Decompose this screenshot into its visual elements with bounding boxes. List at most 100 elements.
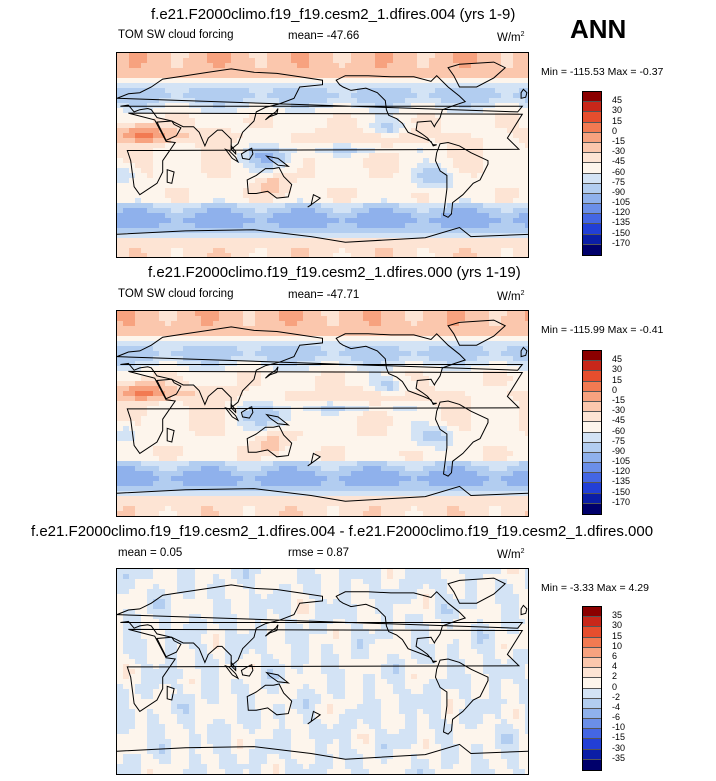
colorbar-swatch: [583, 122, 601, 133]
colorbar-swatch: [583, 234, 601, 245]
coastline: [117, 485, 528, 502]
coastline: [240, 405, 254, 419]
coastline: [117, 226, 528, 243]
colorbar-swatch: [583, 204, 601, 215]
coastline: [520, 88, 528, 99]
colorbar-tick-label: 30: [612, 364, 623, 375]
coastline: [246, 425, 293, 458]
map-field: [117, 569, 528, 774]
map-field: [117, 311, 528, 516]
colorbar-tick-label: -135: [612, 476, 631, 487]
colorbar-swatch: [583, 381, 601, 392]
coastline: [447, 577, 507, 604]
coastline: [156, 636, 182, 658]
colorbar-tick-label: -60: [612, 425, 626, 436]
coastline: [335, 591, 467, 664]
coastline: [246, 166, 293, 199]
colorbar-tick-label: -6: [612, 712, 621, 723]
panel2-minmax: Min = -115.99 Max = -0.41: [541, 324, 664, 336]
colorbar-swatch: [583, 142, 601, 154]
colorbar-swatch: [583, 163, 601, 174]
colorbar-tick-label: -105: [612, 197, 631, 208]
colorbar-swatch: [583, 442, 601, 453]
colorbar-swatch: [583, 361, 601, 372]
colorbar-tick-label: 6: [612, 650, 618, 661]
panel3-mean: mean = 0.05: [118, 547, 183, 559]
colorbar-swatch: [583, 422, 601, 433]
coastline: [230, 660, 237, 672]
colorbar-tick-label: -75: [612, 435, 626, 446]
coastline: [520, 346, 528, 358]
colorbar-tick-label: -2: [612, 691, 621, 702]
colorbar-swatch: [583, 432, 601, 443]
colorbar-swatch: [583, 173, 601, 184]
colorbar-swatch: [583, 112, 601, 123]
colorbar-swatch: [583, 637, 601, 648]
colorbar-tick-label: -170: [612, 496, 631, 507]
colorbar-swatch: [583, 668, 601, 679]
colorbar-tick-label: 30: [612, 620, 623, 631]
panel3-units: W/m2: [497, 548, 525, 561]
colorbar-swatch: [583, 132, 601, 143]
coastline: [240, 147, 254, 161]
colorbar-swatch: [583, 463, 601, 474]
colorbar-swatch: [583, 708, 601, 720]
coastline: [224, 406, 240, 422]
colorbar-swatch: [583, 688, 601, 699]
coastline: [126, 628, 524, 713]
colorbar-swatch: [583, 647, 601, 658]
colorbar-tick-label: 4: [612, 661, 618, 672]
coastline: [126, 370, 524, 455]
coastline: [434, 141, 489, 218]
coastline: [307, 452, 322, 467]
colorbar-swatch: [583, 503, 601, 514]
panel2-colorbar: [582, 350, 602, 515]
colorbar-tick-label: -120: [612, 466, 631, 477]
colorbar-tick-label: -15: [612, 135, 626, 146]
coastline: [230, 402, 237, 414]
coastline: [240, 663, 254, 677]
panel3-minmax: Min = -3.33 Max = 4.29: [541, 582, 649, 594]
colorbar-tick-label: 0: [612, 125, 618, 136]
colorbar-tick-label: 45: [612, 354, 623, 365]
coastline: [265, 366, 279, 379]
panel2-colorbar-ticks: 45 30 15 0 -15 -30 -45 -60 -75 -90 -105 -120 -135 -15…: [612, 350, 652, 513]
colorbar-tick-label: -30: [612, 146, 626, 157]
colorbar-tick-label: -15: [612, 732, 626, 743]
coastline: [447, 319, 507, 346]
colorbar-swatch: [583, 371, 601, 382]
coastline: [335, 333, 467, 406]
colorbar-swatch: [583, 473, 601, 484]
colorbar-swatch: [583, 92, 601, 103]
coastline: [434, 658, 489, 735]
season-label: ANN: [570, 14, 627, 44]
colorbar-tick-label: 2: [612, 671, 618, 682]
colorbar-tick-label: -10: [612, 722, 626, 733]
panel3-map: [116, 568, 529, 775]
colorbar-tick-label: -90: [612, 186, 626, 197]
colorbar-swatch: [583, 739, 601, 750]
colorbar-tick-label: -75: [612, 176, 626, 187]
colorbar-tick-label: -135: [612, 217, 631, 228]
colorbar-tick-label: 35: [612, 610, 623, 621]
colorbar-swatch: [583, 401, 601, 413]
colorbar-swatch: [583, 391, 601, 402]
panel3-colorbar: [582, 606, 602, 771]
colorbar-tick-label: -120: [612, 207, 631, 218]
panel1-units: W/m2: [497, 31, 525, 44]
colorbar-tick-label: -150: [612, 486, 631, 497]
colorbar-swatch: [583, 452, 601, 464]
map-field: [117, 53, 528, 257]
panel1-variable: TOM SW cloud forcing: [118, 29, 234, 41]
colorbar-tick-label: -60: [612, 166, 626, 177]
coastline: [520, 604, 528, 616]
colorbar-tick-label: -15: [612, 394, 626, 405]
colorbar-tick-label: -105: [612, 456, 631, 467]
coastline: [166, 169, 175, 184]
coastline: [156, 120, 182, 141]
panel1-colorbar: [582, 91, 602, 256]
colorbar-tick-label: 0: [612, 681, 618, 692]
colorbar-tick-label: -45: [612, 415, 626, 426]
panel2-units: W/m2: [497, 290, 525, 303]
colorbar-tick-label: -150: [612, 227, 631, 238]
